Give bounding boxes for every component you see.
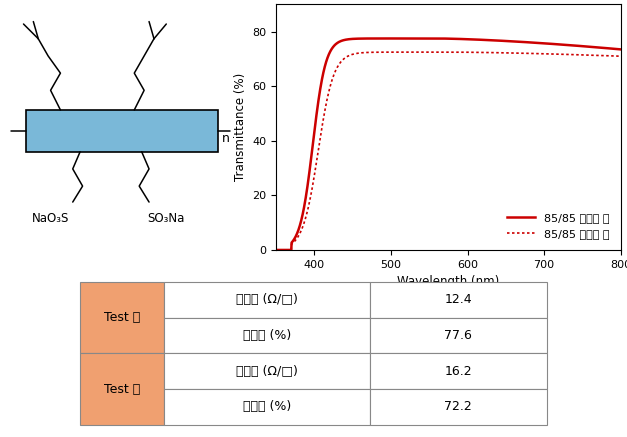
Text: 16.2: 16.2 <box>445 365 472 378</box>
Bar <box>164 389 369 425</box>
X-axis label: Wavelength (nm): Wavelength (nm) <box>398 275 500 288</box>
85/85 테스트 후 <box>541 51 549 56</box>
Bar <box>369 282 547 318</box>
Text: n: n <box>222 132 229 145</box>
Text: 77.6: 77.6 <box>445 329 472 342</box>
Text: 면저항 (Ω/□): 면저항 (Ω/□) <box>236 293 298 306</box>
Text: 72.2: 72.2 <box>445 400 472 413</box>
Bar <box>369 318 547 354</box>
85/85 테스트 후 <box>424 49 431 55</box>
85/85 테스트 전 <box>307 155 315 160</box>
Text: Test 전: Test 전 <box>104 311 140 324</box>
85/85 테스트 후 <box>509 50 517 55</box>
Text: 면저항 (Ω/□): 면저항 (Ω/□) <box>236 365 298 378</box>
85/85 테스트 후 <box>547 51 555 56</box>
85/85 테스트 전 <box>433 36 441 41</box>
Bar <box>164 354 369 389</box>
Y-axis label: Transmittance (%): Transmittance (%) <box>234 73 246 181</box>
Bar <box>369 389 547 425</box>
85/85 테스트 후 <box>412 49 419 55</box>
Line: 85/85 테스트 후: 85/85 테스트 후 <box>276 52 621 250</box>
Bar <box>26 110 218 152</box>
Legend: 85/85 테스트 전, 85/85 테스트 후: 85/85 테스트 전, 85/85 테스트 후 <box>502 208 615 244</box>
Text: 투과율 (%): 투과율 (%) <box>243 400 291 413</box>
Text: Test 후: Test 후 <box>104 382 140 395</box>
Bar <box>369 354 547 389</box>
85/85 테스트 후 <box>307 191 315 196</box>
Text: 12.4: 12.4 <box>445 293 472 306</box>
85/85 테스트 전 <box>547 41 555 46</box>
85/85 테스트 후 <box>448 49 456 55</box>
85/85 테스트 후 <box>617 54 624 59</box>
85/85 테스트 후 <box>272 247 280 253</box>
85/85 테스트 전 <box>509 39 517 44</box>
Text: 투과율 (%): 투과율 (%) <box>243 329 291 342</box>
Bar <box>80 354 164 425</box>
Bar <box>80 282 164 354</box>
Line: 85/85 테스트 전: 85/85 테스트 전 <box>276 38 621 250</box>
85/85 테스트 전 <box>424 36 431 41</box>
Bar <box>164 318 369 354</box>
85/85 테스트 전 <box>617 47 624 52</box>
Text: SO₃Na: SO₃Na <box>147 212 185 225</box>
Bar <box>164 282 369 318</box>
85/85 테스트 전 <box>412 36 419 41</box>
85/85 테스트 전 <box>272 247 280 253</box>
Text: NaO₃S: NaO₃S <box>32 212 69 225</box>
85/85 테스트 전 <box>541 41 549 46</box>
